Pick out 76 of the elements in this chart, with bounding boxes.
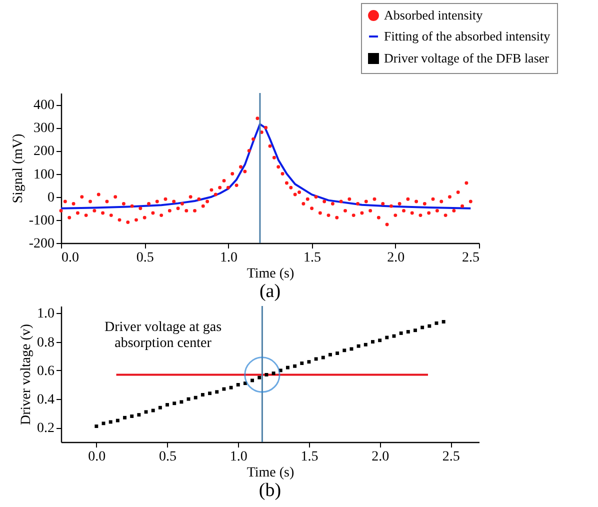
x-axis-title: Time (s) xyxy=(246,266,294,282)
point xyxy=(166,403,170,407)
legend-label: Driver voltage of the DFB laser xyxy=(384,50,550,66)
point xyxy=(293,364,297,368)
x-tick-label: 2.5 xyxy=(442,450,460,464)
point xyxy=(250,378,254,382)
y-tick-label: 0.6 xyxy=(37,364,54,379)
point xyxy=(414,328,417,332)
point xyxy=(350,347,354,351)
point xyxy=(356,344,360,348)
point xyxy=(364,342,368,346)
point xyxy=(307,360,311,364)
point xyxy=(215,390,219,394)
point xyxy=(222,387,226,391)
y-tick-label: -200 xyxy=(28,236,54,252)
y-axis-title: Driver voltage (v) xyxy=(19,324,34,426)
point xyxy=(158,406,162,410)
point xyxy=(336,352,340,355)
y-tick-label: 100 xyxy=(34,167,54,182)
text: (a) xyxy=(259,281,281,302)
point xyxy=(321,356,325,360)
point xyxy=(406,330,410,334)
point xyxy=(342,348,346,352)
legend-label: Absorbed intensity xyxy=(384,8,484,22)
point xyxy=(314,357,318,361)
x-tick-label: 2.5 xyxy=(462,250,480,266)
point xyxy=(378,338,382,342)
point xyxy=(180,400,184,404)
point xyxy=(258,376,262,380)
point xyxy=(399,331,403,335)
point xyxy=(236,383,240,386)
point xyxy=(272,372,276,376)
point xyxy=(428,324,432,328)
annotation: Driver voltage at gas absorption center xyxy=(104,320,222,351)
point xyxy=(123,416,126,420)
y-tick-label: -100 xyxy=(28,213,54,228)
y-tick-label: 0.8 xyxy=(37,335,54,350)
point xyxy=(420,326,424,330)
point xyxy=(286,366,290,370)
y-tick-label: 0 xyxy=(48,190,54,206)
y-tick-label: 300 xyxy=(34,121,54,136)
y-tick-label: 200 xyxy=(34,144,54,160)
y-tick-label: 400 xyxy=(34,98,54,114)
point xyxy=(94,424,98,428)
y-tick-label: 1.0 xyxy=(37,306,54,322)
point xyxy=(370,340,374,344)
x-tick-label: 0.0 xyxy=(88,450,106,464)
x-tick-label: 1.5 xyxy=(300,450,318,464)
point xyxy=(229,386,233,390)
point xyxy=(442,320,446,324)
x-tick-label: 0.5 xyxy=(159,450,177,464)
point xyxy=(108,420,112,424)
y-tick-label: 0.2 xyxy=(37,421,54,436)
point xyxy=(186,397,190,401)
y-tick-label: 0.4 xyxy=(37,392,54,408)
point xyxy=(208,392,212,396)
point xyxy=(264,372,268,376)
legend-label: Fitting of the absorbed intensity xyxy=(384,28,551,44)
point xyxy=(300,362,304,365)
x-tick-label: 1.5 xyxy=(304,250,322,266)
y-axis-title: Signal (mV) xyxy=(10,133,26,204)
point xyxy=(200,393,204,396)
point xyxy=(130,414,134,418)
x-tick-label: 1.0 xyxy=(230,450,248,464)
point xyxy=(116,418,120,422)
point xyxy=(328,352,332,356)
text: (b) xyxy=(258,480,282,501)
x-tick-label: 1.0 xyxy=(220,250,238,266)
point xyxy=(194,396,198,400)
point xyxy=(172,402,176,406)
x-tick-label: 0.5 xyxy=(136,250,154,266)
x-tick-label: 2.0 xyxy=(372,450,390,464)
x-tick-label: 2.0 xyxy=(387,250,405,266)
point xyxy=(137,413,141,417)
x-tick-label: 0.0 xyxy=(62,250,79,266)
x-axis-title: Time (s) xyxy=(246,466,294,480)
